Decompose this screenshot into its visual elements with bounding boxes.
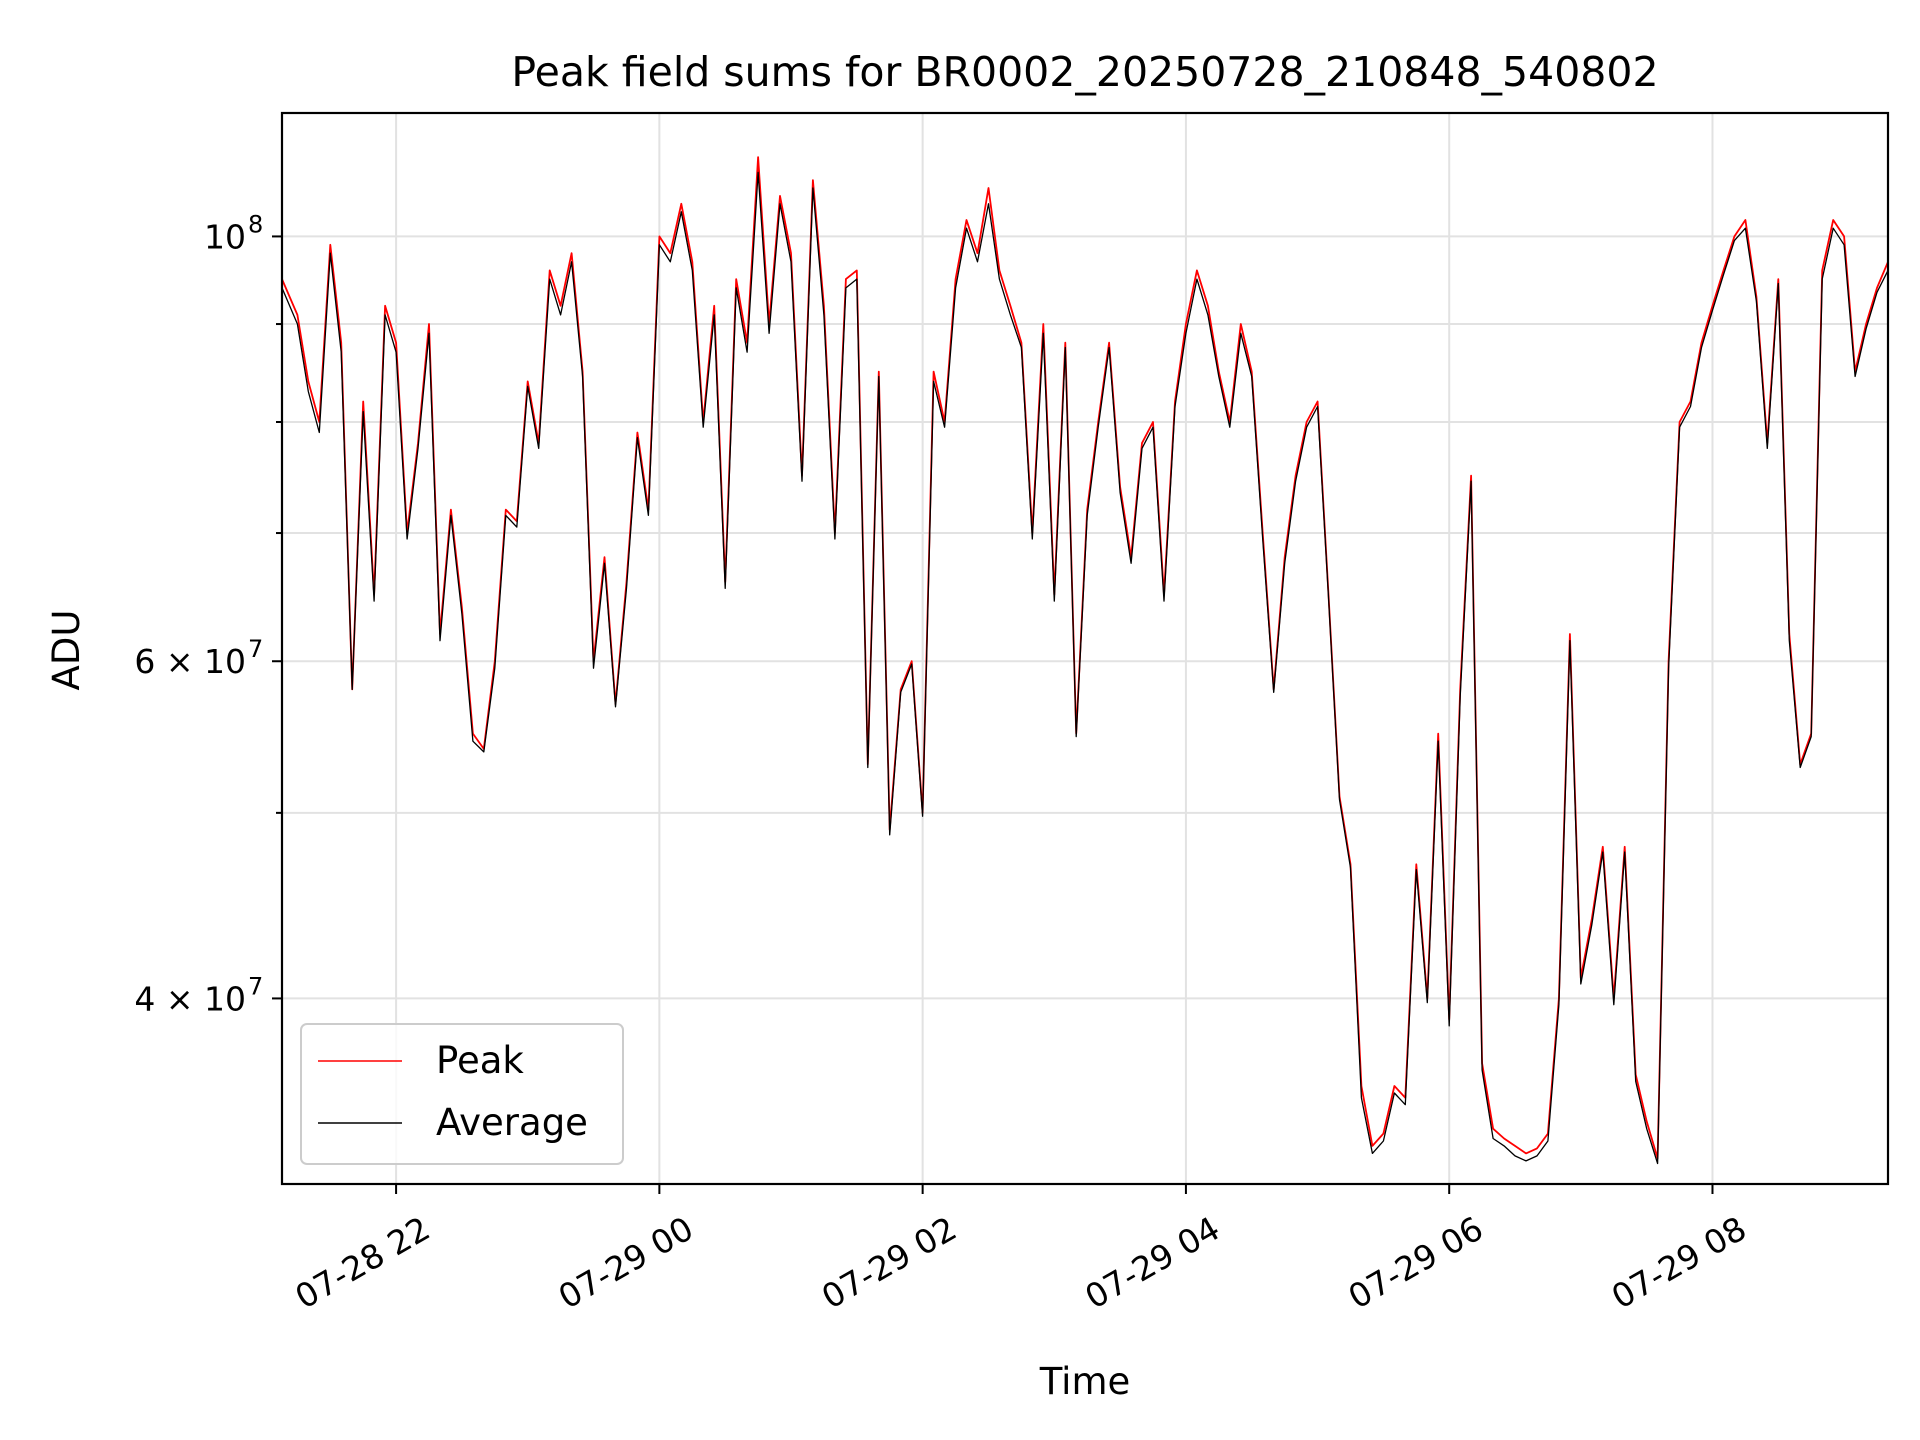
legend-label-peak: Peak [436, 1039, 524, 1082]
y-tick-label-exponent: 7 [248, 972, 263, 1000]
plot-frame [280, 111, 1890, 1186]
legend-label-average: Average [436, 1101, 588, 1144]
y-tick-label: 4 × 10 [134, 979, 246, 1018]
y-tick-label-exponent: 7 [248, 635, 263, 663]
legend-box [300, 1023, 624, 1165]
y-axis-label: ADU [45, 610, 88, 691]
y-tick-label: 10 [204, 217, 246, 256]
chart-title: Peak field sums for BR0002_20250728_2108… [511, 48, 1658, 96]
legend: Peak Average [300, 1023, 624, 1165]
x-axis-label: Time [1039, 1360, 1131, 1403]
series-line-average [281, 171, 1889, 1165]
y-tick-label-exponent: 8 [248, 210, 263, 238]
y-tick-label: 6 × 10 [134, 642, 246, 681]
grid-layer [282, 113, 1888, 1184]
y-tick-label-base: 10 [204, 217, 246, 256]
series-layer [281, 156, 1889, 1165]
y-tick-label-base: 4 × 10 [134, 979, 246, 1018]
y-tick-label-base: 6 × 10 [134, 642, 246, 681]
